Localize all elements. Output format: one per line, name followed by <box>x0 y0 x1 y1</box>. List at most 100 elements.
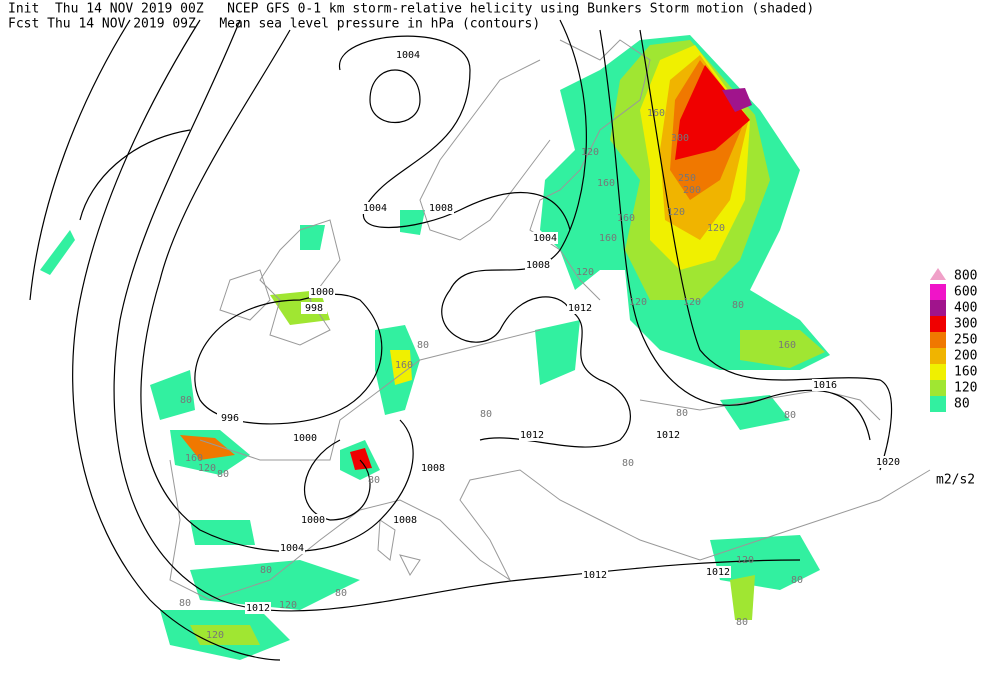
shade-label: 160 <box>617 213 635 224</box>
contour-label: 998 <box>305 303 323 314</box>
label-bg <box>392 514 418 526</box>
contour-label: 1000 <box>310 287 334 298</box>
isobars <box>29 19 893 661</box>
contour-label: 1000 <box>301 515 325 526</box>
legend-swatch <box>930 348 946 364</box>
shading <box>40 35 830 660</box>
legend-label: 250 <box>954 333 977 348</box>
shade-label: 300 <box>671 133 689 144</box>
contour-label: 1004 <box>533 233 557 244</box>
label-bg <box>875 456 901 468</box>
label-bg <box>420 462 446 474</box>
legend-label: 300 <box>954 317 977 332</box>
contour-label: 1012 <box>520 430 544 441</box>
legend-swatch <box>930 380 946 396</box>
shade-label: 80 <box>180 395 192 406</box>
label-bg <box>300 514 326 526</box>
label-bg <box>525 259 551 271</box>
shade-label: 80 <box>179 598 191 609</box>
label-bg <box>395 49 421 61</box>
shade-label: 160 <box>597 178 615 189</box>
shade-label: 120 <box>576 267 594 278</box>
legend-label: 120 <box>954 381 977 396</box>
label-bg <box>532 232 558 244</box>
contour-label: 1004 <box>280 543 304 554</box>
label-bg <box>245 602 271 614</box>
header-line: Fcst Thu 14 NOV 2019 09Z Mean sea level … <box>8 17 540 32</box>
contour-label: 1000 <box>293 433 317 444</box>
shade-label: 160 <box>647 108 665 119</box>
label-bg <box>519 429 545 441</box>
shade-label: 120 <box>279 600 297 611</box>
legend-swatch <box>930 268 946 280</box>
contour-label: 1008 <box>429 203 453 214</box>
shade-label: 80 <box>260 565 272 576</box>
shade-label: 120 <box>736 555 754 566</box>
shade-label: 80 <box>676 408 688 419</box>
shade-label: 80 <box>335 588 347 599</box>
legend-swatch <box>930 284 946 300</box>
legend-swatch <box>930 300 946 316</box>
shade-label: 80 <box>368 475 380 486</box>
contour-label: 1020 <box>876 457 900 468</box>
legend-label: 800 <box>954 269 977 284</box>
shade-label: 80 <box>732 300 744 311</box>
shade-label: 120 <box>667 207 685 218</box>
shade-label: 200 <box>683 185 701 196</box>
contour-label: 1016 <box>813 380 837 391</box>
shade-label: 80 <box>784 410 796 421</box>
label-bg <box>428 202 454 214</box>
shade-label: 120 <box>629 297 647 308</box>
shade-label: 250 <box>678 173 696 184</box>
shade-label: 80 <box>480 409 492 420</box>
shade-label: 80 <box>417 340 429 351</box>
label-bg <box>362 202 388 214</box>
contour-label: 1008 <box>526 260 550 271</box>
label-bg <box>301 302 327 314</box>
label-bg <box>279 542 305 554</box>
shade-label: 160 <box>599 233 617 244</box>
legend-swatch <box>930 316 946 332</box>
shade-label: 120 <box>581 147 599 158</box>
shade-label: 80 <box>622 458 634 469</box>
label-bg <box>655 429 681 441</box>
legend-swatch <box>930 364 946 380</box>
label-bg <box>217 412 243 424</box>
shade-label: 120 <box>707 223 725 234</box>
contour-label: 996 <box>221 413 239 424</box>
shade-label: 160 <box>778 340 796 351</box>
legend-swatch <box>930 396 946 412</box>
contour-label: 1012 <box>246 603 270 614</box>
contour-label: 1012 <box>568 303 592 314</box>
contour-label: 1004 <box>363 203 387 214</box>
label-bg <box>292 432 318 444</box>
legend-unit: m2/s2 <box>936 473 975 488</box>
label-bg <box>705 566 731 578</box>
contour-label: 1012 <box>656 430 680 441</box>
shade-label: 80 <box>736 617 748 628</box>
legend-label: 80 <box>954 397 970 412</box>
contour-label: 1012 <box>583 570 607 581</box>
label-bg <box>567 302 593 314</box>
shade-label: 120 <box>206 630 224 641</box>
shade-label: 120 <box>683 297 701 308</box>
legend-label: 400 <box>954 301 977 316</box>
label-bg <box>582 569 608 581</box>
header-line: Init Thu 14 NOV 2019 00Z NCEP GFS 0-1 km… <box>8 2 814 17</box>
label-bg <box>812 379 838 391</box>
legend-label: 160 <box>954 365 977 380</box>
label-bg <box>309 286 335 298</box>
contour-label: 1008 <box>421 463 445 474</box>
shade-label: 160 <box>395 360 413 371</box>
shade-label: 80 <box>791 575 803 586</box>
coastlines <box>169 39 931 601</box>
shade-label: 160 <box>185 453 203 464</box>
legend-label: 200 <box>954 349 977 364</box>
shade-label: 80 <box>217 469 229 480</box>
contour-label: 1012 <box>706 567 730 578</box>
shade-label: 120 <box>198 463 216 474</box>
contour-label: 1008 <box>393 515 417 526</box>
legend-label: 600 <box>954 285 977 300</box>
